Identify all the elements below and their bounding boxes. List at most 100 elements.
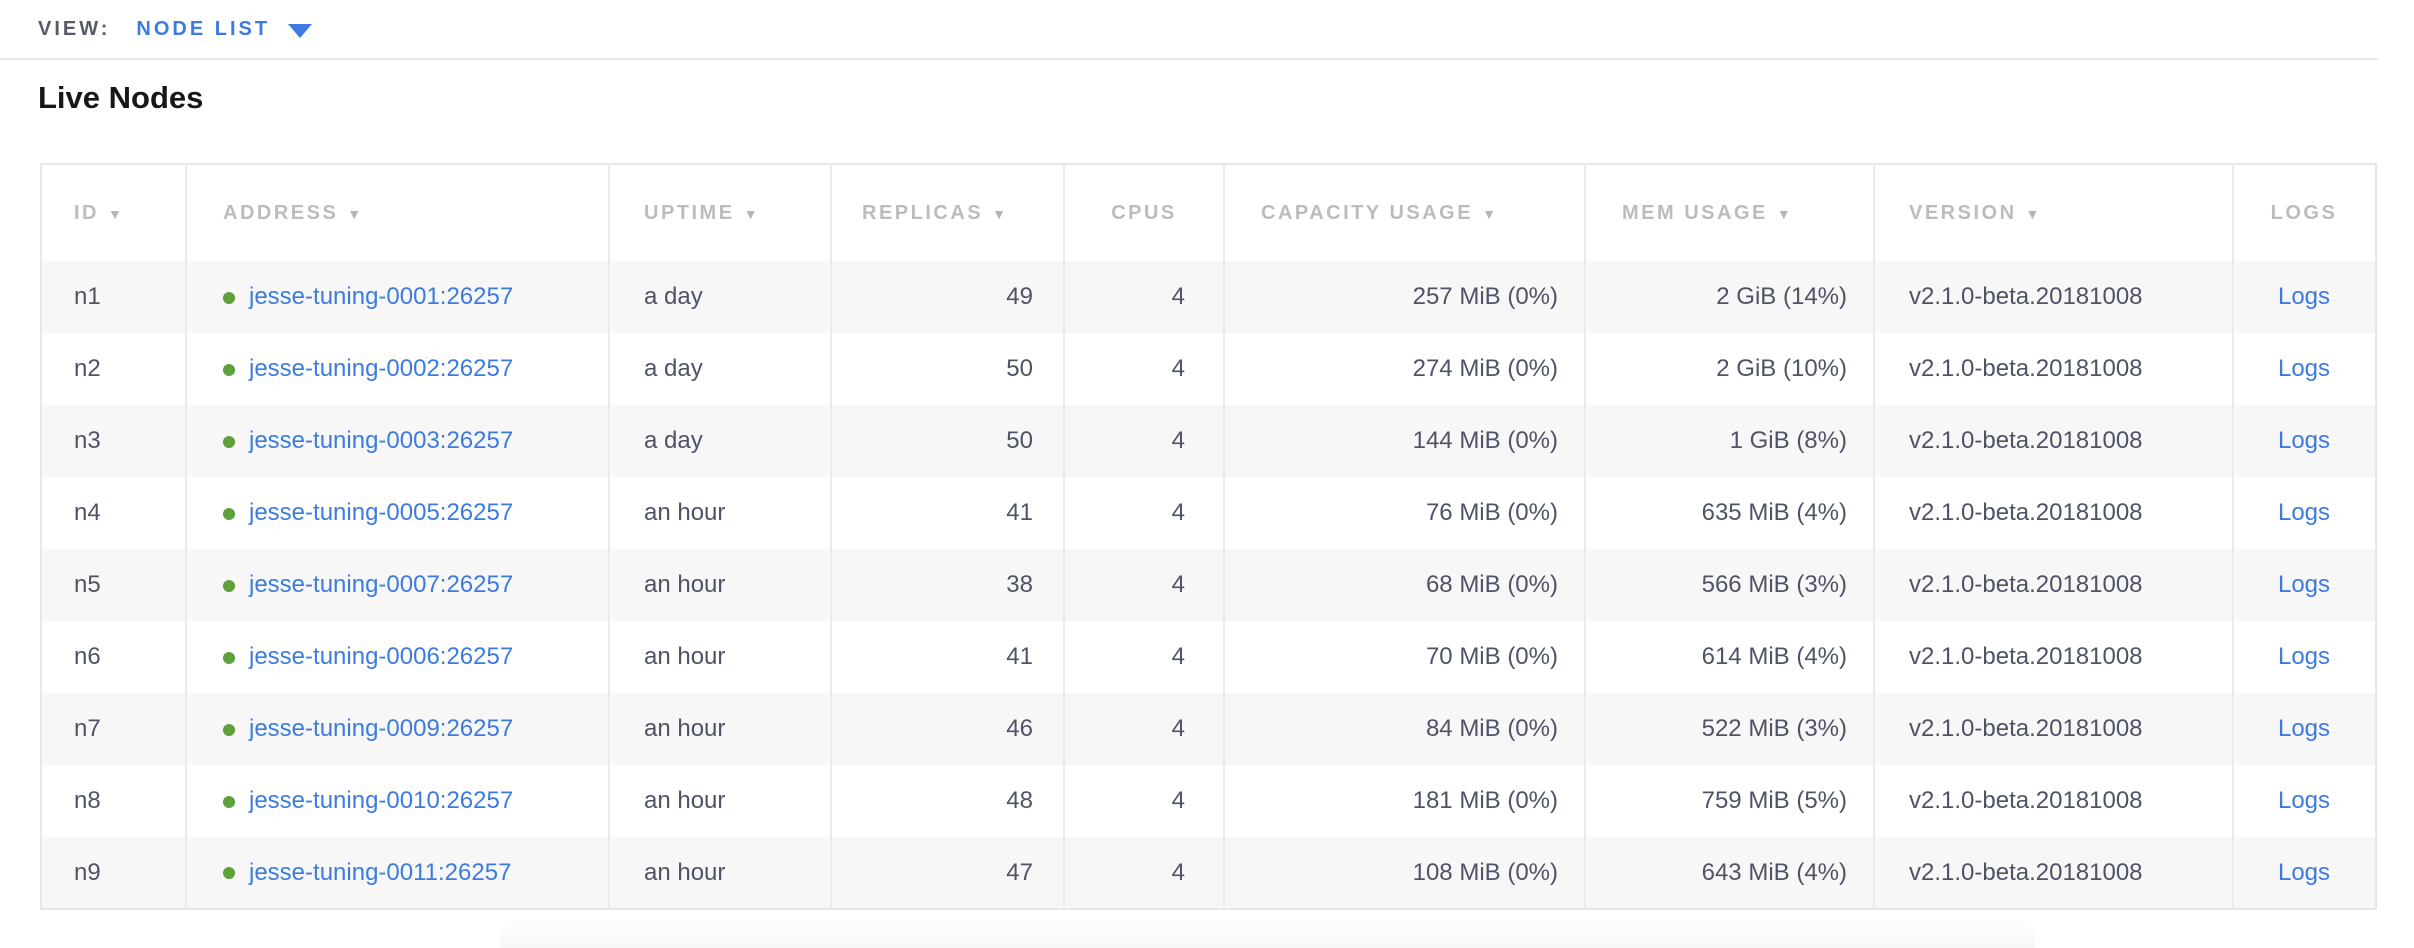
cell-mem: 2 GiB (10%) xyxy=(1585,333,1875,405)
column-header-mem[interactable]: MEM USAGE ▼ xyxy=(1585,164,1875,261)
cell-mem: 635 MiB (4%) xyxy=(1585,477,1875,549)
column-header-address[interactable]: ADDRESS ▼ xyxy=(186,164,610,261)
cell-logs: Logs xyxy=(2233,693,2376,765)
cell-mem: 522 MiB (3%) xyxy=(1585,693,1875,765)
cell-version: v2.1.0-beta.20181008 xyxy=(1874,549,2234,621)
cell-mem: 1 GiB (8%) xyxy=(1585,405,1875,477)
sort-desc-icon: ▼ xyxy=(108,205,122,222)
column-header-replicas[interactable]: REPLICAS ▼ xyxy=(831,164,1065,261)
cell-uptime: an hour xyxy=(609,693,832,765)
cell-logs: Logs xyxy=(2233,405,2376,477)
sort-desc-icon: ▼ xyxy=(1776,205,1791,222)
column-label-version: VERSION xyxy=(1909,201,2017,224)
address-link[interactable]: jesse-tuning-0007:26257 xyxy=(249,571,514,598)
cell-address: jesse-tuning-0009:26257 xyxy=(186,693,610,765)
cell-cpus: 4 xyxy=(1064,261,1225,333)
column-header-cpus: CPUS xyxy=(1064,164,1225,261)
logs-link[interactable]: Logs xyxy=(2277,715,2331,742)
logs-link[interactable]: Logs xyxy=(2277,427,2331,454)
cell-replicas: 38 xyxy=(831,549,1065,621)
column-label-replicas: REPLICAS xyxy=(862,201,984,224)
node-status-healthy-icon xyxy=(223,795,235,808)
logs-link[interactable]: Logs xyxy=(2277,858,2331,886)
cell-replicas: 41 xyxy=(831,621,1065,693)
column-header-logs: LOGS xyxy=(2233,164,2376,261)
cell-logs: Logs xyxy=(2233,549,2376,621)
cell-cpus: 4 xyxy=(1064,765,1225,837)
cell-capacity: 257 MiB (0%) xyxy=(1224,261,1586,333)
address-link[interactable]: jesse-tuning-0001:26257 xyxy=(249,283,514,310)
view-selector-dropdown[interactable]: NODE LIST xyxy=(136,18,313,41)
node-status-healthy-icon xyxy=(223,867,235,880)
cell-version: v2.1.0-beta.20181008 xyxy=(1874,765,2234,837)
cell-version: v2.1.0-beta.20181008 xyxy=(1874,333,2234,405)
logs-link[interactable]: Logs xyxy=(2277,571,2331,598)
cell-id: n6 xyxy=(41,621,187,693)
cell-mem: 566 MiB (3%) xyxy=(1585,549,1875,621)
cell-uptime: an hour xyxy=(609,549,832,621)
column-label-uptime: UPTIME xyxy=(644,201,735,224)
node-status-healthy-icon xyxy=(223,435,235,448)
next-section-edge xyxy=(500,920,2035,948)
column-header-uptime[interactable]: UPTIME ▼ xyxy=(609,164,832,261)
node-row-n9: n9 jesse-tuning-0011:26257 an hour 47 4 108 M… xyxy=(41,837,2376,909)
address-link[interactable]: jesse-tuning-0011:26257 xyxy=(249,858,512,886)
cell-uptime: a day xyxy=(609,333,832,405)
node-status-healthy-icon xyxy=(223,723,235,736)
column-header-id[interactable]: ID ▼ xyxy=(41,164,187,261)
table-header-row: ID ▼ ADDRESS ▼ UPTIME ▼ REPLICAS ▼ CPUS CAPACITY … xyxy=(41,164,2376,261)
logs-link[interactable]: Logs xyxy=(2277,787,2331,814)
sort-desc-icon: ▼ xyxy=(347,205,362,222)
view-bar: VIEW: NODE LIST xyxy=(0,0,2414,58)
address-link[interactable]: jesse-tuning-0009:26257 xyxy=(249,715,514,742)
cell-address: jesse-tuning-0007:26257 xyxy=(186,549,610,621)
cell-id: n3 xyxy=(41,405,187,477)
cell-cpus: 4 xyxy=(1064,405,1225,477)
cell-uptime: an hour xyxy=(609,621,832,693)
cell-uptime: an hour xyxy=(609,837,832,909)
cell-cpus: 4 xyxy=(1064,837,1225,909)
sort-desc-icon: ▼ xyxy=(992,205,1006,222)
cell-cpus: 4 xyxy=(1064,477,1225,549)
node-status-healthy-icon xyxy=(223,507,235,520)
node-row-n2: n2 jesse-tuning-0002:26257 a day 50 4 274 MiB… xyxy=(41,333,2376,405)
node-status-healthy-icon xyxy=(223,363,235,376)
address-link[interactable]: jesse-tuning-0003:26257 xyxy=(249,427,514,454)
column-header-capacity[interactable]: CAPACITY USAGE ▼ xyxy=(1224,164,1586,261)
node-row-n1: n1 jesse-tuning-0001:26257 a day 49 4 257 MiB… xyxy=(41,261,2376,333)
cell-cpus: 4 xyxy=(1064,693,1225,765)
column-label-mem: MEM USAGE xyxy=(1622,201,1768,224)
address-link[interactable]: jesse-tuning-0006:26257 xyxy=(249,643,514,670)
cell-address: jesse-tuning-0006:26257 xyxy=(186,621,610,693)
cell-version: v2.1.0-beta.20181008 xyxy=(1874,477,2234,549)
cell-cpus: 4 xyxy=(1064,621,1225,693)
cell-capacity: 181 MiB (0%) xyxy=(1224,765,1586,837)
cell-logs: Logs xyxy=(2233,261,2376,333)
cell-mem: 643 MiB (4%) xyxy=(1585,837,1875,909)
cell-replicas: 50 xyxy=(831,405,1065,477)
cell-version: v2.1.0-beta.20181008 xyxy=(1874,261,2234,333)
cell-address: jesse-tuning-0010:26257 xyxy=(186,765,610,837)
cell-id: n4 xyxy=(41,477,187,549)
logs-link[interactable]: Logs xyxy=(2277,643,2331,670)
logs-link[interactable]: Logs xyxy=(2277,283,2331,310)
cell-address: jesse-tuning-0001:26257 xyxy=(186,261,610,333)
cell-replicas: 46 xyxy=(831,693,1065,765)
address-link[interactable]: jesse-tuning-0002:26257 xyxy=(249,355,514,382)
cell-uptime: a day xyxy=(609,405,832,477)
cell-id: n7 xyxy=(41,693,187,765)
node-row-n3: n3 jesse-tuning-0003:26257 a day 50 4 144 MiB… xyxy=(41,405,2376,477)
column-header-version[interactable]: VERSION ▼ xyxy=(1874,164,2234,261)
address-link[interactable]: jesse-tuning-0010:26257 xyxy=(249,787,514,814)
logs-link[interactable]: Logs xyxy=(2277,499,2331,526)
logs-link[interactable]: Logs xyxy=(2277,355,2331,382)
cell-id: n5 xyxy=(41,549,187,621)
cell-replicas: 41 xyxy=(831,477,1065,549)
cell-id: n2 xyxy=(41,333,187,405)
cell-uptime: an hour xyxy=(609,477,832,549)
cell-mem: 759 MiB (5%) xyxy=(1585,765,1875,837)
sort-desc-icon: ▼ xyxy=(743,205,758,222)
live-nodes-table: ID ▼ ADDRESS ▼ UPTIME ▼ REPLICAS ▼ CPUS CAPACITY … xyxy=(40,163,2377,910)
caret-down-icon xyxy=(288,23,313,38)
address-link[interactable]: jesse-tuning-0005:26257 xyxy=(249,499,514,526)
